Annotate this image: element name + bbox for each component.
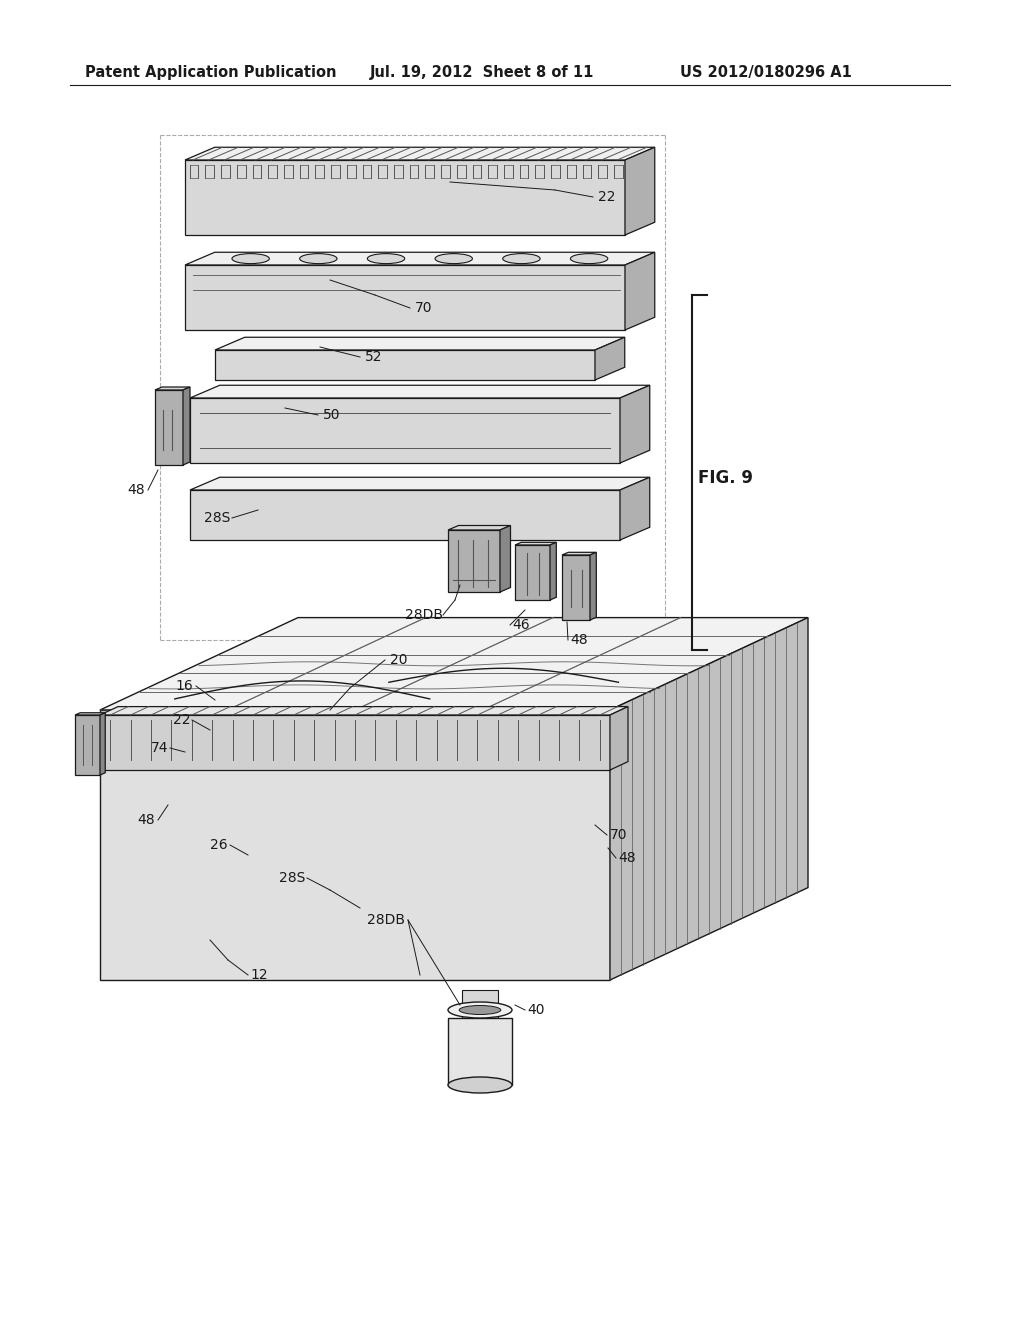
Text: 16: 16 — [175, 678, 193, 693]
Text: 28S: 28S — [279, 871, 305, 884]
Polygon shape — [620, 385, 650, 463]
Text: 20: 20 — [390, 653, 408, 667]
Ellipse shape — [368, 253, 404, 264]
Text: 40: 40 — [527, 1003, 545, 1016]
Polygon shape — [215, 350, 595, 380]
Polygon shape — [462, 990, 498, 1020]
Polygon shape — [190, 399, 620, 463]
Polygon shape — [610, 706, 628, 770]
Polygon shape — [515, 545, 550, 601]
Text: 70: 70 — [415, 301, 432, 315]
Polygon shape — [449, 1018, 512, 1085]
Ellipse shape — [435, 253, 472, 264]
Text: 70: 70 — [610, 828, 628, 842]
Text: 12: 12 — [250, 968, 267, 982]
Text: 22: 22 — [598, 190, 615, 205]
Ellipse shape — [449, 1077, 512, 1093]
Text: 28S: 28S — [204, 511, 230, 525]
Text: 28DB: 28DB — [406, 609, 443, 622]
Polygon shape — [100, 713, 105, 775]
Text: 74: 74 — [151, 741, 168, 755]
Polygon shape — [100, 706, 628, 715]
Text: 48: 48 — [127, 483, 145, 498]
Text: 22: 22 — [172, 713, 190, 727]
Polygon shape — [515, 543, 556, 545]
Text: 48: 48 — [137, 813, 155, 828]
Ellipse shape — [449, 1002, 512, 1018]
Text: 48: 48 — [570, 634, 588, 647]
Text: 26: 26 — [210, 838, 228, 851]
Polygon shape — [215, 337, 625, 350]
Text: 48: 48 — [618, 851, 636, 865]
Polygon shape — [449, 531, 500, 591]
Polygon shape — [590, 552, 596, 620]
Polygon shape — [500, 525, 511, 591]
Polygon shape — [625, 148, 654, 235]
Polygon shape — [190, 385, 650, 399]
Polygon shape — [100, 715, 610, 770]
Polygon shape — [625, 252, 654, 330]
Ellipse shape — [300, 253, 337, 264]
Text: 46: 46 — [512, 618, 529, 632]
Text: US 2012/0180296 A1: US 2012/0180296 A1 — [680, 65, 852, 79]
Polygon shape — [185, 160, 625, 235]
Ellipse shape — [503, 253, 540, 264]
Text: FIG. 9: FIG. 9 — [698, 469, 753, 487]
Polygon shape — [562, 554, 590, 620]
Text: 28DB: 28DB — [367, 913, 406, 927]
Polygon shape — [100, 710, 610, 979]
Polygon shape — [562, 552, 596, 554]
Text: 50: 50 — [323, 408, 341, 422]
Ellipse shape — [570, 253, 608, 264]
Polygon shape — [100, 618, 808, 710]
Polygon shape — [620, 478, 650, 540]
Polygon shape — [185, 148, 654, 160]
Polygon shape — [449, 525, 511, 531]
Polygon shape — [183, 387, 190, 465]
Polygon shape — [190, 478, 650, 490]
Polygon shape — [155, 389, 183, 465]
Polygon shape — [185, 265, 625, 330]
Polygon shape — [185, 252, 654, 265]
Polygon shape — [155, 387, 190, 389]
Text: 52: 52 — [365, 350, 383, 364]
Ellipse shape — [232, 253, 269, 264]
Polygon shape — [75, 713, 105, 715]
Ellipse shape — [459, 1006, 501, 1015]
Text: Jul. 19, 2012  Sheet 8 of 11: Jul. 19, 2012 Sheet 8 of 11 — [370, 65, 594, 79]
Polygon shape — [75, 715, 100, 775]
Polygon shape — [550, 543, 556, 601]
Polygon shape — [595, 337, 625, 380]
Polygon shape — [190, 490, 620, 540]
Text: Patent Application Publication: Patent Application Publication — [85, 65, 337, 79]
Polygon shape — [610, 618, 808, 979]
